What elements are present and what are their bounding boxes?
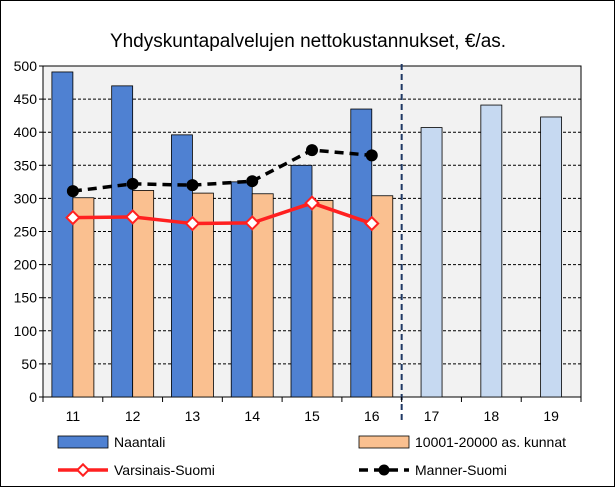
bar-10001-20000-as-kunnat-15 (311, 199, 334, 398)
bar-naantali-13 (171, 134, 193, 398)
legend-label-manner-suomi: Manner-Suomi (415, 462, 507, 478)
legend: Naantali 10001-20000 as. kunnat Varsinais-… (57, 434, 566, 478)
bar-10001-20000-as-kunnat-14 (251, 193, 274, 398)
point-varsinais-suomi (184, 215, 201, 232)
legend-marker-varsinais-suomi (75, 462, 91, 478)
point-varsinais-suomi (65, 209, 81, 226)
point-manner-suomi (365, 149, 378, 162)
x-tick-label: 16 (364, 408, 380, 424)
y-tick-label: 450 (14, 91, 38, 107)
legend-label-varsinais-suomi: Varsinais-Suomi (114, 462, 215, 478)
x-tick-label: 13 (185, 408, 201, 424)
point-manner-suomi (66, 185, 79, 198)
x-tick-label: 15 (304, 408, 320, 424)
y-tick-label: 350 (14, 157, 38, 173)
point-manner-suomi (186, 179, 199, 192)
line-varsinais-suomi (72, 201, 373, 226)
legend-label-naantali: Naantali (114, 434, 165, 450)
point-manner-suomi (246, 175, 259, 188)
point-manner-suomi (306, 144, 318, 157)
y-tick-label: 100 (14, 323, 38, 339)
x-tick-label: 17 (424, 408, 440, 424)
y-tick-label: 150 (14, 290, 38, 306)
legend-swatch-10001-20000-as-kunnat (358, 435, 410, 449)
x-tick-label: 19 (543, 408, 559, 424)
bars (51, 71, 563, 398)
grid-lines (39, 65, 581, 398)
series-lines (65, 64, 403, 420)
bar-naantali-12 (111, 85, 134, 398)
y-tick-label: 50 (21, 356, 37, 372)
y-tick-label: 200 (14, 257, 38, 273)
x-tick-label: 12 (125, 408, 141, 424)
bar-naantali-19 (540, 116, 563, 398)
point-varsinais-suomi (363, 215, 380, 232)
bar-10001-20000-as-kunnat-13 (192, 192, 214, 398)
y-tick-label: 0 (29, 389, 37, 405)
y-axis-tick-labels: 0 50 100 150 200 250 300 350 400 450 500 (14, 58, 38, 405)
legend-label-10001-20000-as-kunnat: 10001-20000 as. kunnat (415, 434, 566, 450)
legend-swatch-naantali (57, 435, 109, 449)
chart-title: Yhdyskuntapalvelujen nettokustannukset, … (110, 31, 506, 52)
x-tick-label: 11 (66, 408, 81, 424)
bar-10001-20000-as-kunnat-12 (132, 190, 155, 398)
bar-naantali-17 (420, 127, 443, 398)
bar-10001-20000-as-kunnat-16 (371, 195, 394, 398)
y-tick-label: 400 (14, 124, 38, 140)
x-tick-label: 14 (244, 408, 260, 424)
bar-10001-20000-as-kunnat-11 (72, 197, 95, 398)
x-axis-tick-labels: 11 12 13 14 15 16 17 18 19 (42, 397, 582, 424)
point-varsinais-suomi (124, 209, 141, 225)
bar-naantali-18 (480, 104, 503, 398)
bar-naantali-14 (230, 181, 253, 398)
point-manner-suomi (126, 177, 139, 190)
legend-marker-manner-suomi (378, 464, 390, 476)
y-tick-label: 300 (14, 190, 38, 206)
y-tick-label: 250 (14, 224, 38, 240)
line-manner-suomi (72, 148, 372, 193)
bar-naantali-11 (51, 71, 74, 398)
x-tick-label: 18 (484, 408, 500, 424)
point-varsinais-suomi (244, 215, 261, 231)
y-tick-label: 500 (14, 58, 38, 74)
point-varsinais-suomi (304, 195, 320, 211)
